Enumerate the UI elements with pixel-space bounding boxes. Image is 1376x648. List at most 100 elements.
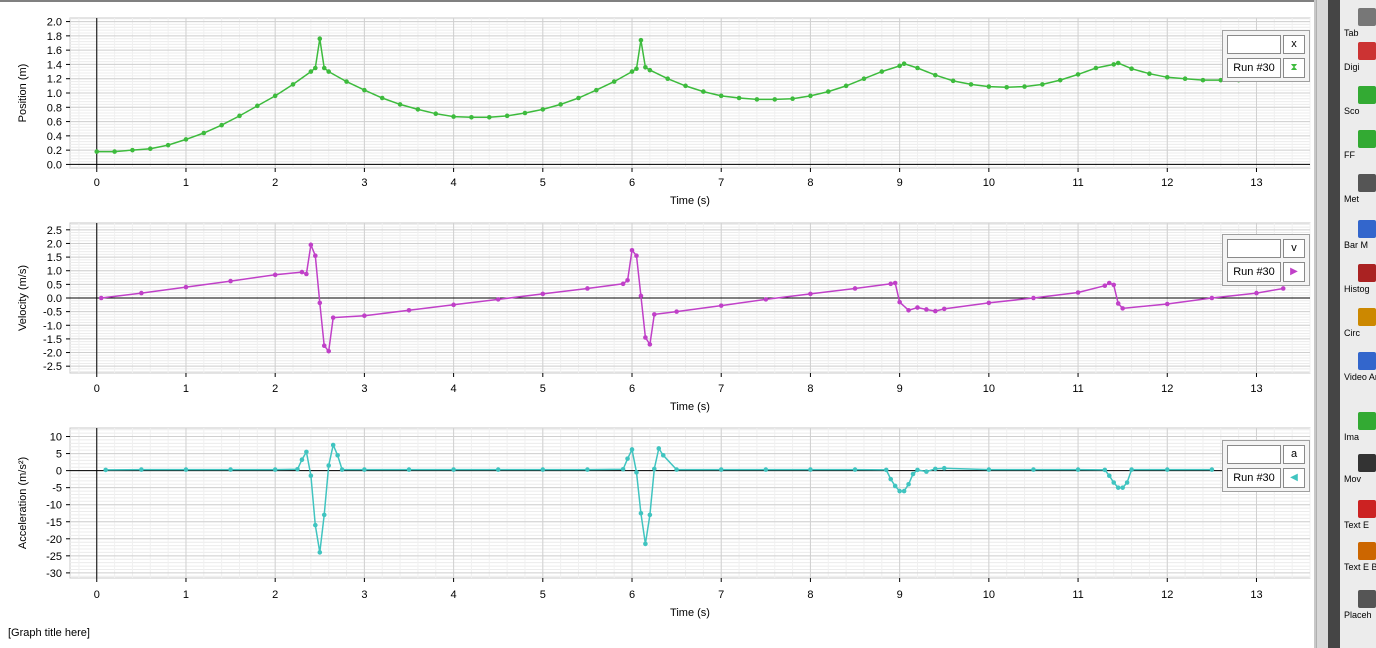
data-point: [883, 467, 889, 473]
y-tick-label: 1.0: [47, 266, 62, 278]
palette-item-label[interactable]: Ima: [1344, 432, 1360, 442]
palette-item-label[interactable]: Video Analy: [1344, 372, 1376, 382]
y-axis-label: Velocity (m/s): [17, 265, 29, 331]
data-point: [183, 284, 189, 290]
data-point: [344, 79, 349, 84]
x-tick-label: 9: [897, 589, 903, 601]
data-point: [674, 467, 679, 472]
data-point: [558, 102, 563, 107]
data-point: [852, 286, 858, 291]
digits-icon[interactable]: [1358, 42, 1376, 60]
data-point: [1040, 82, 1045, 87]
data-point: [1164, 301, 1170, 307]
data-point: [321, 512, 327, 518]
legend-velocity[interactable]: v Run #30 ▶: [1222, 234, 1310, 286]
meter-icon[interactable]: [1358, 174, 1376, 192]
movie-icon[interactable]: [1358, 454, 1376, 472]
data-point: [901, 488, 907, 494]
placeholder-icon[interactable]: [1358, 590, 1376, 608]
palette-item-label[interactable]: Circ: [1344, 328, 1360, 338]
vertical-scrollbar[interactable]: [1316, 0, 1329, 648]
legend-position[interactable]: x Run #30 ⧗: [1222, 30, 1310, 82]
panel-divider[interactable]: [1314, 0, 1316, 648]
data-point: [915, 65, 920, 71]
y-tick-label: -2.5: [43, 361, 62, 373]
data-point: [643, 541, 648, 547]
graph-title[interactable]: [Graph title here]: [8, 627, 90, 639]
data-point: [255, 103, 260, 109]
scope-icon[interactable]: [1358, 86, 1376, 104]
data-point: [1106, 473, 1112, 479]
data-point: [986, 467, 992, 472]
data-point: [362, 467, 367, 472]
text-box-icon[interactable]: [1358, 542, 1376, 560]
palette-item-label[interactable]: FF: [1344, 150, 1355, 160]
legend-acceleration[interactable]: a Run #30 ◀: [1222, 440, 1310, 492]
palette-item-label[interactable]: Text E Bo: [1344, 562, 1376, 572]
data-point: [299, 269, 305, 275]
data-point: [1102, 283, 1108, 289]
y-tick-label: -30: [46, 568, 62, 580]
data-point: [915, 467, 920, 473]
palette-item-label[interactable]: Mov: [1344, 474, 1362, 484]
palette-item-label[interactable]: Placeh: [1344, 610, 1372, 620]
legend-symbol-icon[interactable]: ▶: [1283, 262, 1305, 282]
fft-icon[interactable]: [1358, 130, 1376, 148]
legend-run-label: Run #30: [1227, 58, 1281, 78]
x-tick-label: 0: [94, 177, 100, 189]
legend-variable-label: a: [1283, 445, 1305, 464]
data-point: [808, 467, 813, 472]
text-icon[interactable]: [1358, 500, 1376, 518]
data-point: [406, 467, 412, 472]
x-tick-label: 5: [540, 383, 546, 395]
data-point: [808, 93, 813, 99]
data-point: [576, 95, 581, 101]
x-tick-label: 4: [451, 177, 457, 189]
data-point: [540, 291, 546, 297]
data-point: [1209, 295, 1215, 301]
data-point: [326, 348, 332, 354]
data-point: [906, 481, 911, 487]
circuit-icon[interactable]: [1358, 308, 1376, 326]
x-axis-label: Time (s): [670, 195, 710, 207]
legend-input-field[interactable]: [1227, 445, 1281, 464]
data-point: [317, 550, 323, 555]
legend-input-field[interactable]: [1227, 35, 1281, 54]
data-point: [638, 37, 644, 43]
palette-item-label[interactable]: Bar M: [1344, 240, 1369, 250]
data-point: [237, 113, 242, 119]
data-point: [362, 87, 367, 93]
legend-input-field[interactable]: [1227, 239, 1281, 258]
bar-meter-icon[interactable]: [1358, 220, 1376, 238]
x-tick-label: 11: [1072, 383, 1083, 395]
data-point: [1115, 485, 1121, 490]
data-point: [433, 111, 439, 117]
palette-item-label[interactable]: Digi: [1344, 62, 1360, 72]
data-point: [272, 93, 278, 99]
legend-symbol-icon[interactable]: ⧗: [1283, 58, 1305, 78]
data-point: [1182, 76, 1188, 82]
y-tick-label: 0: [56, 466, 62, 478]
data-point: [540, 107, 546, 112]
image-icon[interactable]: [1358, 412, 1376, 430]
palette-item-label[interactable]: Sco: [1344, 106, 1360, 116]
palette-item-label[interactable]: Tab: [1344, 28, 1359, 38]
y-tick-label: 1.2: [47, 74, 62, 86]
histogram-icon[interactable]: [1358, 264, 1376, 282]
palette-item-label[interactable]: Histog: [1344, 284, 1370, 294]
data-point: [790, 96, 795, 102]
y-tick-label: 2.0: [47, 238, 62, 250]
data-point: [1075, 290, 1081, 295]
palette-item-label[interactable]: Met: [1344, 194, 1360, 204]
data-point: [933, 308, 938, 314]
data-point: [317, 36, 323, 42]
video-analysis-icon[interactable]: [1358, 352, 1376, 370]
y-tick-label: 0.0: [47, 293, 62, 305]
palette-item-label[interactable]: Text E: [1344, 520, 1370, 530]
legend-symbol-icon[interactable]: ◀: [1283, 468, 1305, 488]
data-point: [643, 64, 648, 70]
data-point: [647, 512, 653, 518]
data-point: [495, 467, 501, 472]
table-icon[interactable]: [1358, 8, 1376, 26]
data-point: [1075, 72, 1081, 77]
